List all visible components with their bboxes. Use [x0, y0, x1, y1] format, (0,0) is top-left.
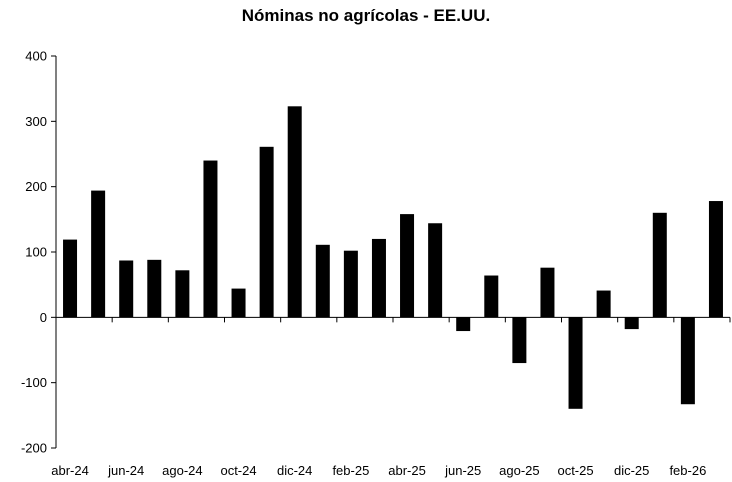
bar-dic-25 [624, 317, 639, 330]
x-tick-label: oct-25 [557, 463, 593, 478]
bar-ene-25 [315, 244, 330, 318]
y-tick-label: -200 [21, 441, 47, 456]
x-tick-label: ago-25 [499, 463, 539, 478]
x-tick-label: abr-24 [51, 463, 89, 478]
bar-oct-24 [231, 288, 246, 318]
bar-nov-24 [259, 146, 274, 318]
x-tick-label: abr-25 [388, 463, 426, 478]
bar-ago-25 [512, 317, 527, 364]
bar-may-24 [91, 190, 106, 318]
bar-nov-25 [596, 290, 611, 318]
x-tick-label: feb-25 [332, 463, 369, 478]
x-tick-label: dic-24 [277, 463, 312, 478]
y-tick-label: -100 [21, 375, 47, 390]
y-axis: -200 -100 0 100 200 300 400 [21, 49, 57, 456]
bar-oct-25 [568, 317, 583, 409]
chart-title: Nóminas no agrícolas - EE.UU. [241, 6, 491, 25]
bar-sep-25 [540, 267, 555, 318]
bar-mar-26 [708, 201, 723, 318]
y-tick-label: 400 [25, 49, 47, 64]
x-tick-label: jun-25 [444, 463, 481, 478]
y-tick-label: 200 [25, 179, 47, 194]
bar-jul-25 [484, 275, 499, 318]
bar-mar-25 [371, 238, 386, 318]
x-tick-label: feb-26 [669, 463, 706, 478]
bars [63, 106, 723, 409]
bar-feb-25 [343, 250, 358, 318]
x-tick-label: dic-25 [614, 463, 649, 478]
bar-feb-26 [680, 317, 695, 405]
x-tick-label: oct-24 [220, 463, 256, 478]
y-tick-label: 0 [40, 310, 47, 325]
y-tick-label: 100 [25, 245, 47, 260]
x-tick-label: ago-24 [162, 463, 202, 478]
bar-jul-24 [147, 259, 162, 318]
bar-abr-25 [400, 214, 415, 318]
bar-jun-25 [456, 317, 471, 332]
bar-ene-26 [652, 212, 667, 318]
bar-sep-24 [203, 160, 218, 318]
y-tick-label: 300 [25, 114, 47, 129]
bar-may-25 [428, 223, 443, 318]
bar-jun-24 [119, 260, 134, 318]
x-axis: abr-24 jun-24 ago-24 oct-24 dic-24 feb-25 abr-… [51, 316, 731, 478]
x-tick-label: jun-24 [107, 463, 144, 478]
bar-abr-24 [63, 239, 78, 318]
bar-ago-24 [175, 270, 190, 318]
bar-dic-24 [287, 106, 302, 318]
